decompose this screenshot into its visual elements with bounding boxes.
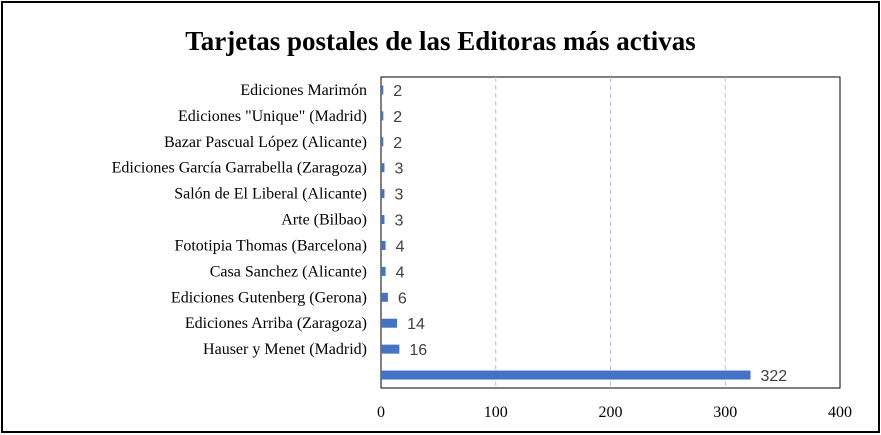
category-label: Bazar Pascual López (Alicante) xyxy=(164,134,367,151)
category-labels: Ediciones Marimón Ediciones "Unique" (Mad… xyxy=(112,82,367,358)
data-label: 6 xyxy=(398,290,407,307)
category-label: Ediciones "Unique" (Madrid) xyxy=(178,108,367,125)
data-label: 2 xyxy=(393,135,402,152)
category-label: Ediciones García Garrabella (Zaragoza) xyxy=(112,160,367,177)
x-tick-labels: 0 100 200 300 400 xyxy=(377,404,852,421)
chart-title: Tarjetas postales de las Editoras más ac… xyxy=(185,26,696,56)
gridlines xyxy=(380,76,841,389)
category-label: Ediciones Arriba (Zaragoza) xyxy=(185,315,367,332)
x-tick-label: 0 xyxy=(377,404,385,421)
data-label: 16 xyxy=(409,342,427,359)
bar xyxy=(381,344,400,354)
bar xyxy=(381,215,385,225)
bar xyxy=(381,85,384,95)
x-tick-label: 400 xyxy=(828,404,852,421)
category-label: Salón de El Liberal (Alicante) xyxy=(174,186,367,203)
bar xyxy=(381,240,386,250)
category-label: Ediciones Marimón xyxy=(240,82,367,99)
data-label: 322 xyxy=(760,368,787,385)
bar xyxy=(381,318,398,328)
data-label: 3 xyxy=(394,213,403,230)
data-label: 4 xyxy=(396,264,405,281)
data-label: 3 xyxy=(394,161,403,178)
category-label: Fototipia Thomas (Barcelona) xyxy=(174,237,367,254)
data-label: 4 xyxy=(396,238,405,255)
category-label: Ediciones Gutenberg (Gerona) xyxy=(171,289,367,306)
category-label: Casa Sanchez (Alicante) xyxy=(210,263,367,280)
x-tick-label: 100 xyxy=(484,404,508,421)
data-label: 14 xyxy=(407,316,425,333)
bar xyxy=(381,266,386,276)
bar xyxy=(381,189,385,199)
x-tick-label: 200 xyxy=(599,404,623,421)
bar xyxy=(381,370,751,380)
data-label: 2 xyxy=(393,83,402,100)
bar xyxy=(381,137,384,147)
data-label: 3 xyxy=(394,187,403,204)
category-label: Arte (Bilbao) xyxy=(281,212,367,229)
category-label: Hauser y Menet (Madrid) xyxy=(203,341,367,358)
data-labels: 2 2 2 3 3 3 4 4 614 16 322 xyxy=(393,83,787,385)
bar xyxy=(381,111,384,121)
bars xyxy=(381,85,751,380)
bar xyxy=(381,292,388,302)
data-label: 2 xyxy=(393,109,402,126)
x-tick-label: 300 xyxy=(713,404,737,421)
bar xyxy=(381,163,385,173)
